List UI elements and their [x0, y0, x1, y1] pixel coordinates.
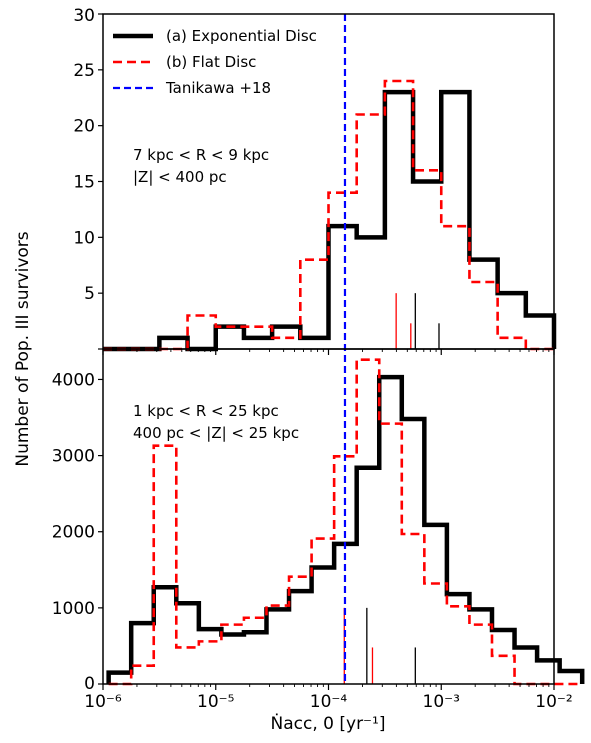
y-tick-label-2-2000: 2000 — [52, 523, 95, 543]
histogram-flat-panel-2 — [108, 358, 583, 686]
y-tick-label-2-3000: 3000 — [52, 447, 95, 467]
legend-label-1: (a) Exponential Disc — [166, 27, 317, 45]
histogram-flat-panel-1 — [103, 79, 554, 351]
panel-1-annotation-1: 7 kpc < R < 9 kpc — [133, 146, 269, 164]
y-tick-label-2-4000: 4000 — [52, 370, 95, 390]
y-axis-label: Number of Pop. III survivors — [13, 231, 33, 466]
y-tick-label-2-0: 0 — [84, 674, 95, 694]
y-tick-label-1-5: 5 — [84, 284, 95, 304]
y-tick-label-2-1000: 1000 — [52, 599, 95, 619]
x-tick-label-2: 10⁻⁵ — [197, 692, 234, 712]
panel-top: 7 kpc < R < 9 kpc |Z| < 400 pc — [103, 79, 557, 352]
panel-2-annotation-2: 400 pc < |Z| < 25 kpc — [133, 424, 299, 442]
x-tick-label-5: 10⁻² — [535, 692, 572, 712]
panel-2-annotation-1: 1 kpc < R < 25 kpc — [133, 402, 279, 420]
legend-label-2: (b) Flat Disc — [166, 53, 256, 71]
y-tick-label-1-15: 15 — [73, 173, 95, 193]
x-axis-label: Ṅacc, 0 [yr⁻¹] — [271, 713, 386, 734]
legend-label-3: Tanikawa +18 — [165, 79, 271, 97]
axes: 5 10 15 20 25 30 0 1000 2000 3000 4000 10⁻⁶ 10⁻⁵ 10⁻⁴… — [52, 6, 573, 712]
y-tick-label-1-10: 10 — [73, 228, 95, 248]
x-tick-label-4: 10⁻³ — [423, 692, 460, 712]
legend: (a) Exponential Disc (b) Flat Disc Tanikaw… — [113, 27, 317, 97]
panel-2-frame — [102, 348, 555, 685]
x-tick-label-3: 10⁻⁴ — [310, 692, 348, 712]
y-tick-label-1-25: 25 — [73, 61, 95, 81]
y-tick-label-1-20: 20 — [73, 117, 95, 137]
y-tick-label-1-30: 30 — [73, 6, 95, 26]
x-tick-label-1: 10⁻⁶ — [84, 692, 122, 712]
panel-1-annotation-2: |Z| < 400 pc — [133, 168, 227, 186]
